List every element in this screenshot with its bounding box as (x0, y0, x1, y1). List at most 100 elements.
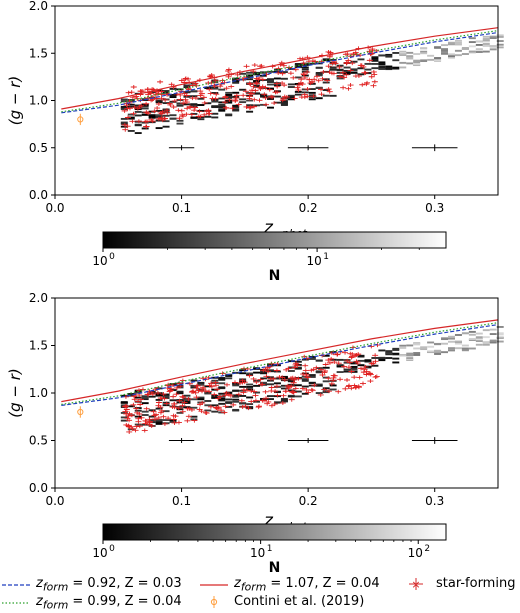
heatmap-cell (441, 44, 449, 47)
heatmap-cell (301, 74, 309, 77)
heatmap-cell (218, 106, 226, 109)
heatmap-cell (489, 328, 497, 331)
y-tick-label: 0.0 (29, 188, 48, 202)
heatmap-cell (371, 62, 379, 65)
star-forming-point (221, 410, 228, 415)
star-forming-point (186, 381, 193, 386)
heatmap-cell (392, 59, 400, 62)
heatmap-cell (482, 38, 490, 40)
star-forming-point (183, 112, 190, 117)
star-forming-point (166, 389, 173, 394)
heatmap-cell (434, 349, 442, 352)
heatmap-cell (468, 330, 476, 333)
heatmap-cell (496, 336, 504, 339)
heatmap-cell (308, 358, 316, 360)
heatmap-cell (482, 45, 490, 47)
star-forming-point (137, 402, 144, 407)
star-forming-point (182, 97, 189, 102)
star-forming-point (256, 98, 263, 103)
star-forming-point (243, 64, 250, 69)
heatmap-cell (385, 67, 393, 69)
star-forming-point (183, 93, 190, 98)
star-forming-point (337, 377, 344, 382)
heatmap-cell (204, 87, 212, 90)
heatmap-cell (294, 93, 302, 96)
heatmap-cell (448, 56, 455, 59)
legend-swatch-contini (200, 595, 228, 608)
heatmap-cell (273, 77, 281, 80)
heatmap-cell (127, 105, 135, 108)
heatmap-cell (162, 404, 170, 407)
heatmap-cell (392, 66, 400, 69)
star-forming-point (368, 74, 375, 79)
heatmap-cell (420, 50, 428, 53)
star-forming-point (303, 373, 310, 378)
star-forming-point (134, 410, 141, 415)
heatmap-cell (329, 384, 337, 387)
heatmap-cell (211, 395, 219, 397)
star-forming-point (362, 364, 369, 369)
heatmap-cell (420, 347, 428, 350)
heatmap-cell (225, 398, 233, 401)
heatmap-cell (232, 389, 240, 392)
heatmap-cell (218, 382, 226, 385)
colorbar-tick-exponent: 0 (109, 252, 115, 262)
legend-label-model-1: zform = 0.92, Z = 0.03 (36, 576, 182, 594)
heatmap-cell (127, 116, 135, 119)
heatmap-cell (120, 402, 128, 405)
legend-swatch-dotted (2, 597, 30, 609)
heatmap-cell (322, 376, 330, 379)
heatmap-cell (378, 63, 386, 66)
heatmap-cell (350, 69, 358, 72)
heatmap-cell (308, 375, 316, 378)
star-forming-point (203, 411, 210, 416)
star-forming-point (326, 70, 333, 75)
star-forming-point (300, 61, 307, 66)
star-forming-point (126, 418, 133, 423)
star-forming-point (212, 78, 219, 83)
heatmap-cell (141, 103, 149, 106)
legend-swatch-dashed (2, 579, 30, 591)
star-forming-point (334, 352, 341, 357)
heatmap-cell (190, 112, 198, 115)
star-forming-point (208, 384, 215, 389)
star-forming-point (302, 363, 309, 368)
heatmap-cell (246, 104, 254, 107)
star-forming-point (121, 122, 128, 127)
heatmap-cell (183, 84, 191, 87)
heatmap-cell (218, 377, 226, 379)
star-forming-point (259, 84, 266, 89)
heatmap-cell (267, 363, 274, 366)
heatmap-cell (427, 54, 435, 57)
star-forming-point (291, 96, 298, 101)
star-forming-point (218, 408, 225, 413)
heatmap-cell (267, 383, 274, 386)
star-forming-point (336, 65, 343, 70)
star-forming-point (183, 100, 190, 105)
legend-label-model-3: zform = 1.07, Z = 0.04 (234, 576, 380, 594)
heatmap-cell (454, 49, 462, 52)
heatmap-cell (489, 35, 497, 38)
star-forming-point (279, 375, 286, 380)
heatmap-cell (141, 105, 149, 108)
heatmap-cell (308, 88, 316, 91)
legend-item-model-1: zform = 0.92, Z = 0.03 (2, 576, 182, 594)
star-forming-point (121, 108, 128, 113)
star-forming-point (263, 374, 270, 379)
heatmap-cell (434, 59, 442, 62)
star-forming-point (188, 112, 195, 117)
heatmap-cell (267, 80, 274, 82)
heatmap-cell (315, 97, 323, 100)
heatmap-cell (399, 53, 407, 56)
heatmap-cell (454, 43, 462, 46)
heatmap-cell (441, 51, 449, 54)
star-forming-point (340, 85, 347, 90)
star-forming-point (274, 393, 281, 398)
heatmap-cell (155, 114, 163, 117)
star-forming-point (233, 93, 240, 98)
heatmap-cell (169, 419, 177, 422)
heatmap-cell (378, 349, 386, 352)
star-forming-point (207, 404, 214, 409)
star-forming-point (252, 88, 259, 93)
heatmap-cell (468, 37, 476, 40)
